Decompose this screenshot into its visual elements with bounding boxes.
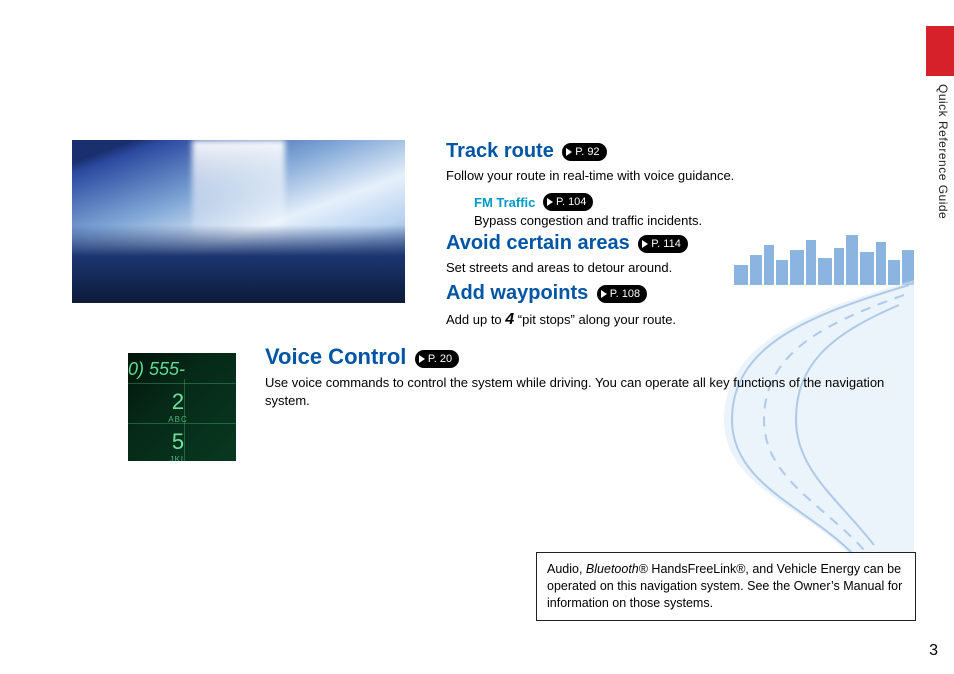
track-route-title[interactable]: Track route [446, 140, 554, 162]
waypoints-body-pre: Add up to [446, 312, 505, 327]
add-waypoints-section: Add waypoints P. 108 Add up to 4 “pit st… [446, 282, 886, 331]
waypoints-body-post: “pit stops” along your route. [514, 312, 676, 327]
avoid-areas-body: Set streets and areas to detour around. [446, 259, 886, 277]
page-ref-badge[interactable]: P. 114 [638, 235, 688, 253]
waypoints-count: 4 [505, 311, 514, 328]
highway-image [72, 140, 405, 303]
add-waypoints-title[interactable]: Add waypoints [446, 282, 588, 304]
keypad-key-5-letters: JKL [156, 455, 200, 461]
add-waypoints-body: Add up to 4 “pit stops” along your route… [446, 309, 886, 331]
side-label: Quick Reference Guide [936, 84, 950, 219]
page-ref-badge[interactable]: P. 104 [543, 193, 593, 211]
note-pre: Audio, [547, 562, 586, 576]
fm-traffic-title[interactable]: FM Traffic [474, 195, 535, 210]
track-route-section: Track route P. 92 Follow your route in r… [446, 140, 886, 228]
keypad-display: 00) 555- [128, 359, 185, 380]
page-ref-badge[interactable]: P. 92 [562, 143, 606, 161]
avoid-areas-title[interactable]: Avoid certain areas [446, 232, 630, 254]
keypad-key-2-letters: ABC [156, 415, 200, 424]
avoid-areas-section: Avoid certain areas P. 114 Set streets a… [446, 232, 886, 277]
page-ref-badge[interactable]: P. 108 [597, 285, 647, 303]
fm-traffic-body: Bypass congestion and traffic incidents. [474, 213, 886, 228]
keypad-key-2: 2 [156, 389, 200, 415]
note-bluetooth: Bluetooth [586, 562, 639, 576]
voice-control-title[interactable]: Voice Control [265, 344, 406, 369]
section-tab [926, 26, 954, 76]
keypad-key-5: 5 [156, 429, 200, 455]
voice-control-body: Use voice commands to control the system… [265, 374, 925, 409]
phone-keypad-image: 00) 555- 2 ABC 5 JKL [128, 353, 236, 461]
track-route-body: Follow your route in real-time with voic… [446, 167, 886, 185]
page-ref-badge[interactable]: P. 20 [415, 350, 459, 368]
page-number: 3 [929, 642, 938, 660]
voice-control-section: Voice Control P. 20 Use voice commands t… [265, 344, 925, 409]
footer-note: Audio, Bluetooth® HandsFreeLink®, and Ve… [536, 552, 916, 621]
